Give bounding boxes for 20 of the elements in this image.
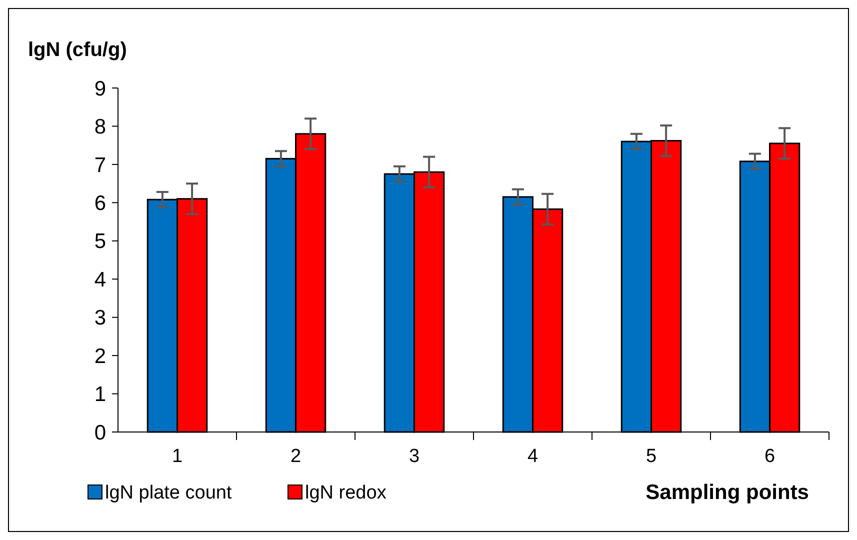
x-axis-title: Sampling points — [646, 481, 809, 504]
y-tick-label: 9 — [94, 77, 106, 100]
y-tick-label: 4 — [94, 268, 106, 292]
x-tick-label: 4 — [527, 446, 538, 467]
y-tick-label: 6 — [94, 192, 106, 216]
y-tick-label: 3 — [94, 306, 106, 330]
legend-label: lgN redox — [305, 482, 387, 504]
y-axis-title: lgN (cfu/g) — [28, 39, 127, 61]
x-tick-label: 2 — [290, 446, 302, 467]
x-tick-label: 6 — [764, 446, 776, 467]
y-tick-label: 0 — [94, 421, 106, 444]
y-tick-label: 1 — [94, 383, 106, 406]
x-tick-label: 3 — [408, 446, 420, 467]
y-tick-label: 7 — [94, 154, 106, 177]
y-tick-label: 2 — [94, 344, 106, 368]
x-tick-label: 1 — [172, 446, 183, 467]
y-tick-label: 5 — [94, 230, 106, 254]
y-tick-label: 8 — [94, 116, 106, 139]
x-tick-label: 5 — [646, 446, 657, 467]
legend-label: lgN plate count — [105, 482, 232, 504]
